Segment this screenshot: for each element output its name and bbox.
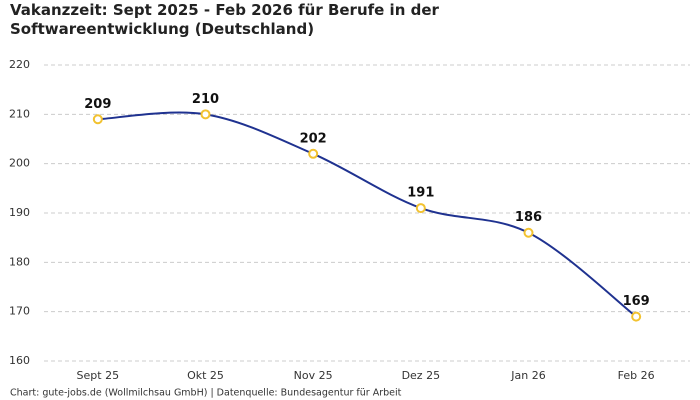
y-tick-label: 180	[9, 255, 30, 268]
y-tick-label: 160	[9, 354, 30, 367]
data-label: 191	[407, 186, 434, 201]
x-tick-label: Sept 25	[77, 369, 120, 382]
data-point	[308, 148, 319, 159]
data-line	[97, 111, 637, 318]
y-tick-label: 200	[9, 157, 30, 170]
x-tick-label: Nov 25	[294, 369, 333, 382]
data-label: 186	[515, 210, 542, 225]
x-tick-label: Okt 25	[187, 369, 224, 382]
y-tick-label: 170	[9, 305, 30, 318]
x-tick-label: Jan 26	[510, 369, 545, 382]
data-point	[631, 311, 642, 322]
x-tick-label: Dez 25	[402, 369, 441, 382]
y-tick-label: 190	[9, 206, 30, 219]
y-tick-label: 210	[9, 107, 30, 120]
data-point	[415, 203, 426, 214]
data-point	[200, 109, 211, 120]
y-tick-label: 220	[9, 58, 30, 71]
data-label: 169	[623, 294, 650, 309]
source-note: Chart: gute-jobs.de (Wollmilchsau GmbH) …	[10, 388, 402, 399]
data-point	[92, 114, 103, 125]
data-label: 210	[192, 92, 219, 107]
chart-title: Vakanzzeit: Sept 2025 - Feb 2026 für Ber…	[10, 1, 439, 38]
data-label: 202	[300, 131, 327, 146]
data-point	[523, 227, 534, 238]
data-label: 209	[84, 97, 111, 112]
x-tick-label: Feb 26	[618, 369, 655, 382]
